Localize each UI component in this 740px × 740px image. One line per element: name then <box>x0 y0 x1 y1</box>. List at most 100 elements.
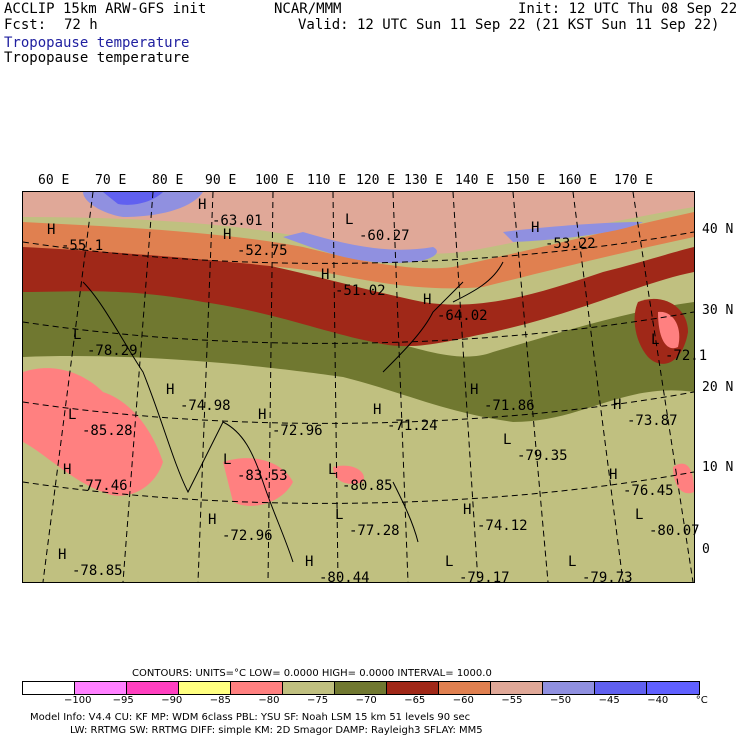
extremum-type: H <box>423 292 432 308</box>
coastline-philippines <box>392 481 419 543</box>
extremum-type: H <box>609 467 618 483</box>
extremum-type: L <box>328 462 337 478</box>
extremum-value: -64.02 <box>437 308 488 324</box>
graticule <box>23 192 694 582</box>
shade-patch-salmon-indochina <box>223 458 293 506</box>
extremum-value: -76.45 <box>623 483 674 499</box>
model-info-line2: LW: RRTMG SW: RRTMG DIFF: simple KM: 2D … <box>70 725 483 736</box>
init-time: Init: 12 UTC Thu 08 Sep 22 <box>518 1 738 17</box>
longitude-label: 60 E <box>38 173 70 188</box>
latitude-label: 10 N <box>702 460 734 475</box>
extremum-type: L <box>445 554 454 570</box>
extremum-type: L <box>223 452 232 468</box>
extremum-value: -79.17 <box>459 570 510 586</box>
forecast-hours: 72 h <box>64 17 98 33</box>
extremum-type: H <box>223 227 232 243</box>
longitude-label: 70 E <box>95 173 127 188</box>
colorbar-tick-label: °C <box>695 695 708 706</box>
colorbar-tick-label: −90 <box>161 695 183 706</box>
extremum-value: -77.46 <box>77 478 128 494</box>
latitude-label: 30 N <box>702 303 734 318</box>
shade-patch-salmon-se <box>673 463 694 494</box>
extremum-value: -80.44 <box>319 570 370 586</box>
colorbar-swatch <box>491 682 543 694</box>
longitude-label: 120 E <box>356 173 396 188</box>
extremum-label: H -78.85 <box>58 547 123 579</box>
shade-patch-salmon-scs <box>333 465 364 484</box>
longitude-label: 150 E <box>506 173 546 188</box>
colorbar-tick-label: −95 <box>112 695 134 706</box>
extremum-value: -77.28 <box>349 523 400 539</box>
extremum-type: H <box>58 547 67 563</box>
extremum-label: H -77.46 <box>63 462 128 494</box>
extremum-value: -80.07 <box>649 523 700 539</box>
colorbar-swatch <box>283 682 335 694</box>
extremum-label: L -77.28 <box>335 507 400 539</box>
extremum-value: -74.12 <box>477 518 528 534</box>
extremum-type: L <box>345 212 354 228</box>
extremum-type: H <box>470 382 479 398</box>
extremum-label: L -72.1 <box>651 332 707 364</box>
extremum-value: -80.85 <box>342 478 393 494</box>
extremum-type: H <box>613 397 622 413</box>
extremum-label: L -80.85 <box>328 462 393 494</box>
colorbar-swatch <box>127 682 179 694</box>
extremum-label: L -79.73 <box>568 554 633 586</box>
latitude-label: 40 N <box>702 222 734 237</box>
longitude-label: 110 E <box>307 173 347 188</box>
extremum-value: -71.86 <box>484 398 535 414</box>
shade-band-dark-red <box>23 242 694 347</box>
extremum-value: -85.28 <box>82 423 133 439</box>
extremum-type: L <box>503 432 512 448</box>
coastline-asia-south <box>82 281 294 563</box>
extremum-type: H <box>166 382 175 398</box>
extremum-label: H -71.24 <box>373 402 438 434</box>
extremum-value: -53.22 <box>545 236 596 252</box>
extremum-label: H -72.96 <box>208 512 273 544</box>
extremum-type: L <box>68 407 77 423</box>
extremum-label: H -71.86 <box>470 382 535 414</box>
extremum-type: L <box>568 554 577 570</box>
extremum-type: L <box>73 327 82 343</box>
extremum-type: H <box>63 462 72 478</box>
extremum-value: -71.24 <box>387 418 438 434</box>
extremum-type: L <box>651 332 660 348</box>
colorbar-tick-label: −100 <box>64 695 92 706</box>
colorbar-swatch <box>179 682 231 694</box>
colorbar-swatch <box>439 682 491 694</box>
extremum-label: H -74.12 <box>463 502 528 534</box>
colorbar-tick-label: −50 <box>550 695 572 706</box>
longitude-label: 140 E <box>455 173 495 188</box>
extremum-label: H -64.02 <box>423 292 488 324</box>
extremum-label: H -55.1 <box>47 222 103 254</box>
shade-patch-salmon-pacific <box>658 311 680 349</box>
longitude-label: 130 E <box>404 173 444 188</box>
extremum-label: L -78.29 <box>73 327 138 359</box>
contours-info: CONTOURS: UNITS=°C LOW= 0.0000 HIGH= 0.0… <box>132 668 492 679</box>
extremum-value: -55.1 <box>61 238 104 254</box>
extremum-value: -72.96 <box>272 423 323 439</box>
shade-patch-lavender-east <box>503 222 643 242</box>
model-title: ACCLIP 15km ARW-GFS init <box>4 1 207 17</box>
colorbar-tick-label: −80 <box>258 695 280 706</box>
field-title-contour: Tropopause temperature <box>4 50 190 66</box>
longitude-label: 80 E <box>152 173 184 188</box>
colorbar-swatch <box>23 682 75 694</box>
colorbar-tick-label: −85 <box>209 695 231 706</box>
extremum-label: H -72.96 <box>258 407 323 439</box>
colorbar-tick-label: −40 <box>647 695 669 706</box>
shade-band-dark-olive <box>23 286 694 422</box>
coastline-japan <box>452 261 504 303</box>
extremum-value: -52.75 <box>237 243 288 259</box>
extremum-type: H <box>198 197 207 213</box>
colorbar-swatch <box>543 682 595 694</box>
colorbar-tick-label: −55 <box>501 695 523 706</box>
extremum-type: H <box>321 267 330 283</box>
extremum-value: -79.35 <box>517 448 568 464</box>
colorbar-swatch <box>387 682 439 694</box>
extremum-value: -78.85 <box>72 563 123 579</box>
valid-time: Valid: 12 UTC Sun 11 Sep 22 (21 KST Sun … <box>298 17 720 33</box>
extremum-label: H -80.44 <box>305 554 370 586</box>
extremum-label: H -76.45 <box>609 467 674 499</box>
extremum-label: H -73.87 <box>613 397 678 429</box>
